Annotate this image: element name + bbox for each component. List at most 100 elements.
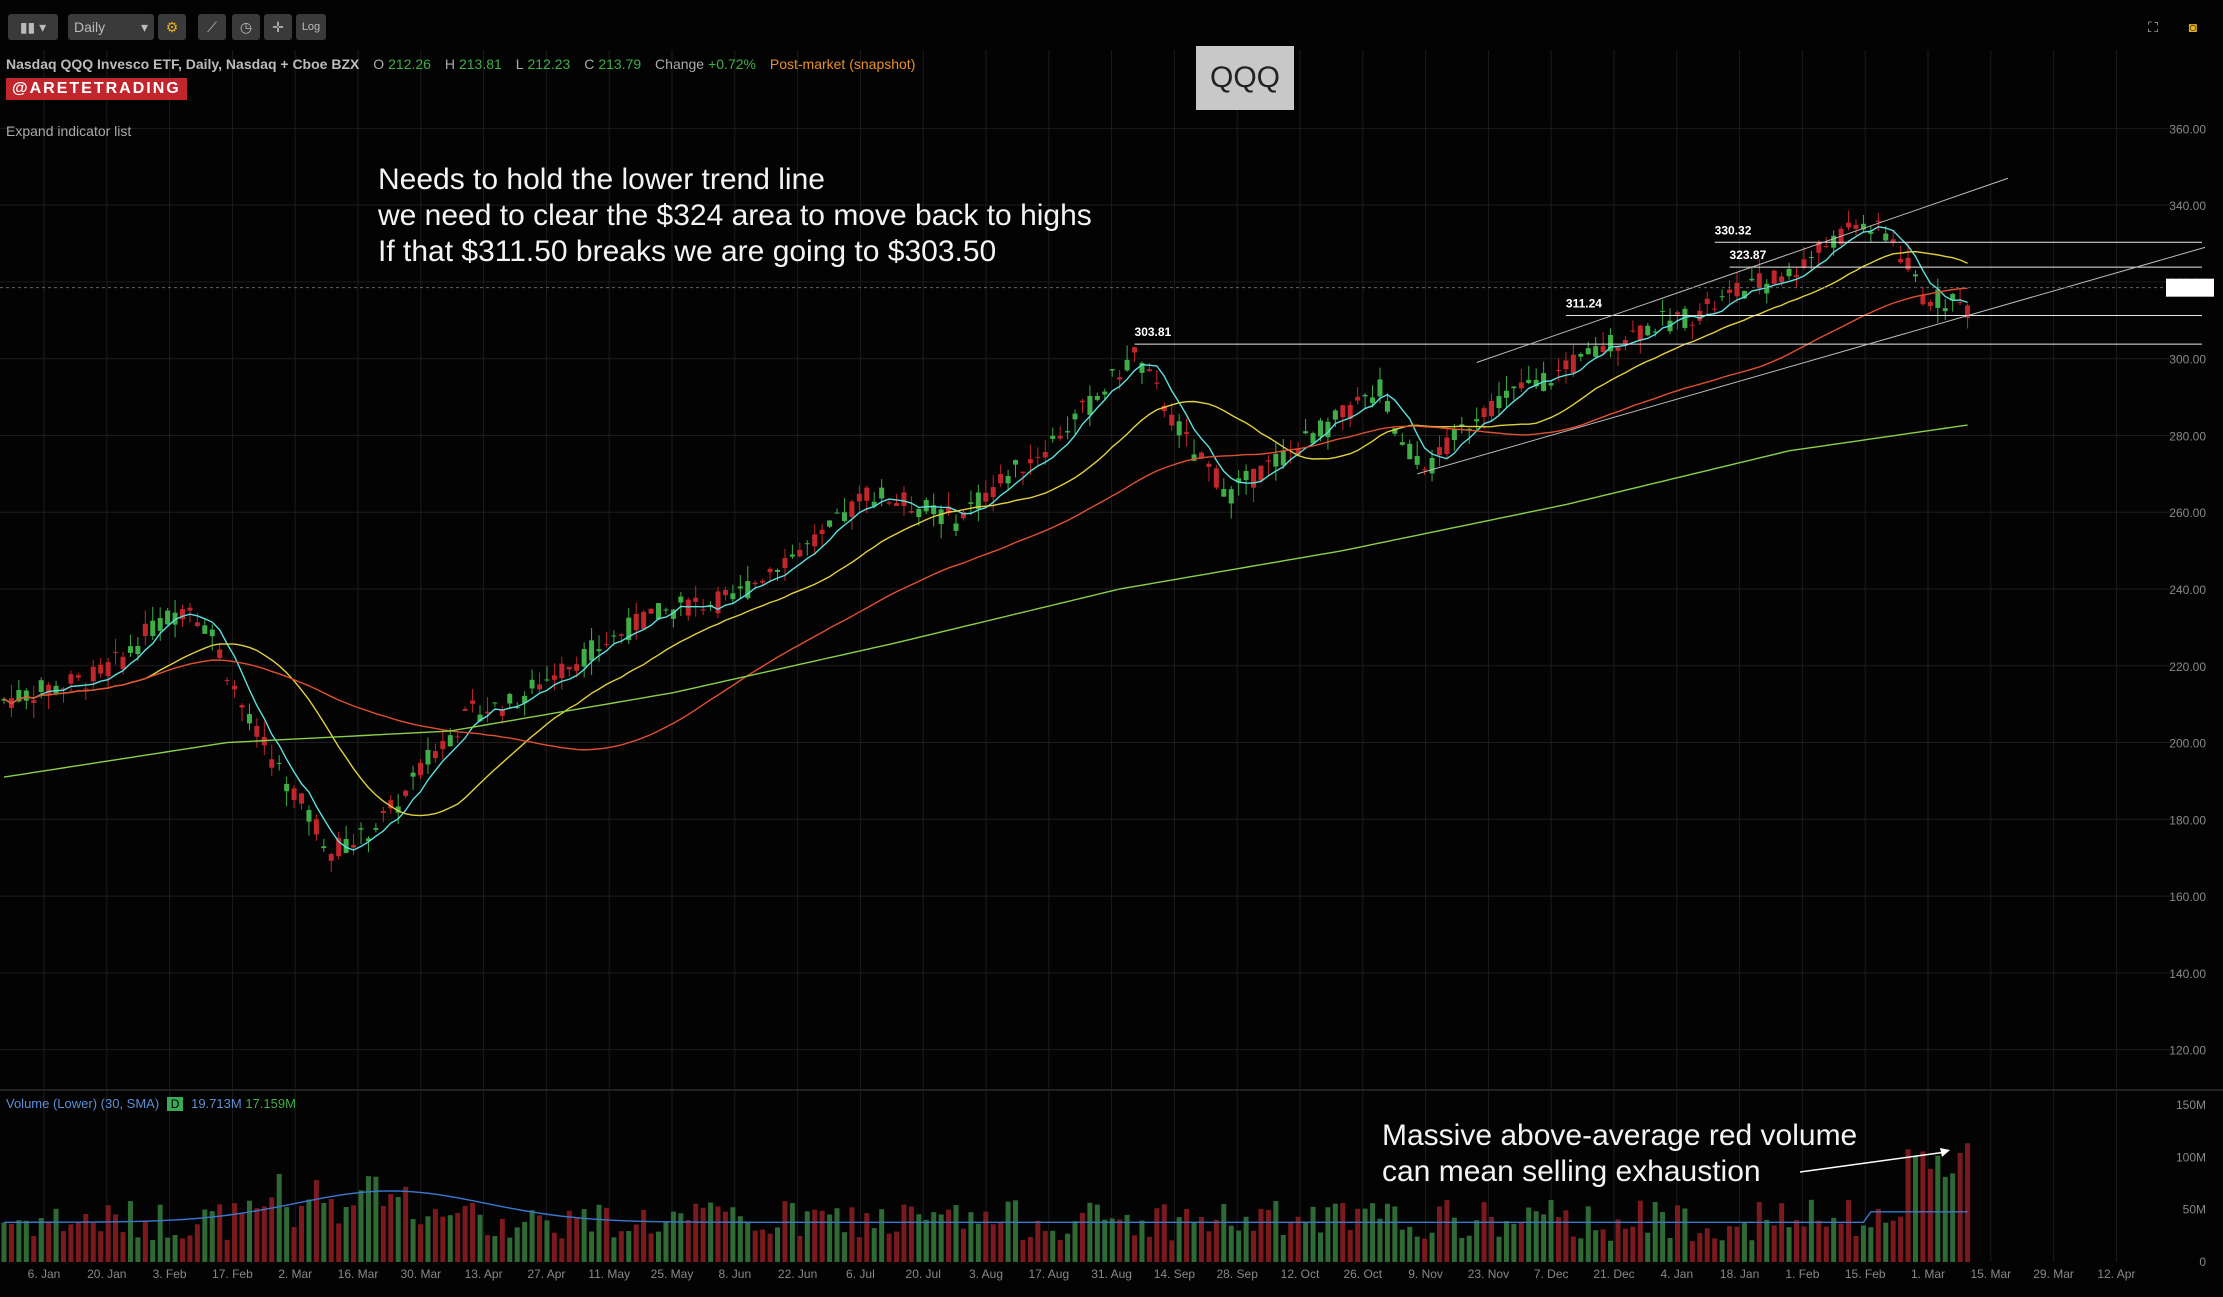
candle-body	[1444, 437, 1450, 455]
volume-bar	[960, 1228, 966, 1262]
volume-bar	[440, 1216, 446, 1262]
volume-bar	[343, 1206, 349, 1262]
volume-tick-label: 100M	[2176, 1150, 2206, 1164]
volume-bar	[432, 1209, 438, 1262]
candle-body	[1689, 324, 1695, 326]
candle-body	[1749, 278, 1755, 281]
volume-bar	[313, 1179, 319, 1262]
volume-bar	[246, 1200, 252, 1262]
x-tick-label: 26. Oct	[1343, 1267, 1382, 1281]
candle-body	[157, 618, 163, 631]
candle-body	[1719, 296, 1725, 298]
volume-bar	[507, 1237, 513, 1262]
candle-body	[596, 649, 602, 652]
candle-body	[1005, 476, 1011, 484]
volume-bar	[1273, 1201, 1279, 1262]
volume-bar	[804, 1211, 810, 1262]
candle-body	[1950, 293, 1956, 301]
candle-body	[1236, 478, 1242, 483]
volume-bar	[1637, 1200, 1643, 1262]
candle-body	[1228, 489, 1234, 504]
draw-icon[interactable]: ⟋	[198, 14, 226, 40]
volume-value-1: 19.713M	[191, 1096, 242, 1111]
volume-legend-d[interactable]: D	[166, 1097, 184, 1111]
candle-body	[46, 684, 52, 694]
x-tick-label: 6. Jan	[28, 1267, 61, 1281]
clock-icon[interactable]: ◷	[232, 14, 260, 40]
volume-bar	[1697, 1233, 1703, 1262]
volume-bar	[529, 1210, 535, 1262]
candle-body	[1831, 235, 1837, 248]
annotation-volume: Massive above-average red volume can mea…	[1382, 1119, 1858, 1188]
volume-bar	[618, 1231, 624, 1262]
y-tick-label: 360.00	[2169, 122, 2206, 136]
volume-bar	[1645, 1232, 1651, 1262]
candle-body	[871, 501, 877, 507]
candle-body	[246, 713, 252, 724]
volume-bar	[261, 1206, 267, 1262]
candle-body	[373, 828, 379, 830]
volume-bar	[537, 1215, 543, 1262]
volume-bar	[1682, 1208, 1688, 1262]
volume-bar	[1206, 1231, 1212, 1262]
volume-bar	[596, 1204, 602, 1262]
volume-bar	[380, 1205, 386, 1262]
volume-bar	[782, 1201, 788, 1262]
candle-body	[1503, 390, 1509, 398]
volume-bar	[1555, 1217, 1561, 1262]
candle-body	[1942, 308, 1948, 312]
volume-bar	[1213, 1219, 1219, 1262]
volume-bar	[202, 1209, 208, 1262]
volume-bar	[477, 1214, 483, 1262]
candle-body	[775, 569, 781, 573]
price-marker	[2166, 278, 2214, 297]
volume-bar	[1608, 1240, 1614, 1262]
volume-value-2: 17.159M	[245, 1096, 296, 1111]
candle-body	[827, 520, 833, 527]
volume-bar	[633, 1224, 639, 1262]
interval-select[interactable]: Daily ▾	[68, 14, 154, 40]
candle-body	[767, 568, 773, 573]
volume-bar	[1444, 1199, 1450, 1262]
volume-bar	[856, 1237, 862, 1262]
volume-bar	[775, 1227, 781, 1262]
fullscreen-icon[interactable]: ⛶	[2148, 19, 2158, 35]
volume-bar	[938, 1214, 944, 1262]
volume-bar	[75, 1222, 81, 1262]
camera-icon[interactable]: ◙	[2188, 19, 2198, 35]
volume-bar	[1518, 1222, 1524, 1262]
candle-body	[544, 679, 550, 681]
volume-bar	[1280, 1234, 1286, 1262]
expand-indicator-link[interactable]: Expand indicator list	[6, 123, 132, 139]
x-tick-label: 15. Feb	[1845, 1267, 1886, 1281]
volume-bar	[864, 1213, 870, 1262]
candle-body	[1957, 301, 1963, 303]
candle-body	[648, 608, 654, 614]
volume-bar	[180, 1238, 186, 1262]
gear-icon[interactable]: ⚙	[158, 14, 186, 40]
chart-title: Nasdaq QQQ Invesco ETF, Daily, Nasdaq + …	[6, 56, 360, 72]
candle-body	[1771, 270, 1777, 284]
candle-body	[1682, 308, 1688, 328]
volume-bar	[589, 1231, 595, 1262]
candle-body	[1184, 432, 1190, 435]
candle-body	[388, 800, 394, 809]
candlestick-icon[interactable]: ▮▮ ▾	[8, 14, 58, 40]
candle-body	[529, 679, 535, 689]
volume-bar	[916, 1214, 922, 1262]
candle-body	[1756, 273, 1762, 289]
log-scale-button[interactable]: Log	[296, 14, 326, 40]
volume-bar	[626, 1231, 632, 1262]
volume-bar	[849, 1207, 855, 1262]
volume-bar	[1816, 1220, 1822, 1262]
candle-body	[670, 609, 676, 619]
x-tick-label: 1. Mar	[1911, 1267, 1945, 1281]
volume-bar	[544, 1220, 550, 1262]
crosshair-icon[interactable]: ✛	[264, 14, 292, 40]
x-tick-label: 30. Mar	[400, 1267, 441, 1281]
candle-body	[1593, 346, 1599, 357]
candle-body	[745, 581, 751, 599]
volume-bar	[1050, 1230, 1056, 1262]
volume-bar	[484, 1235, 490, 1262]
